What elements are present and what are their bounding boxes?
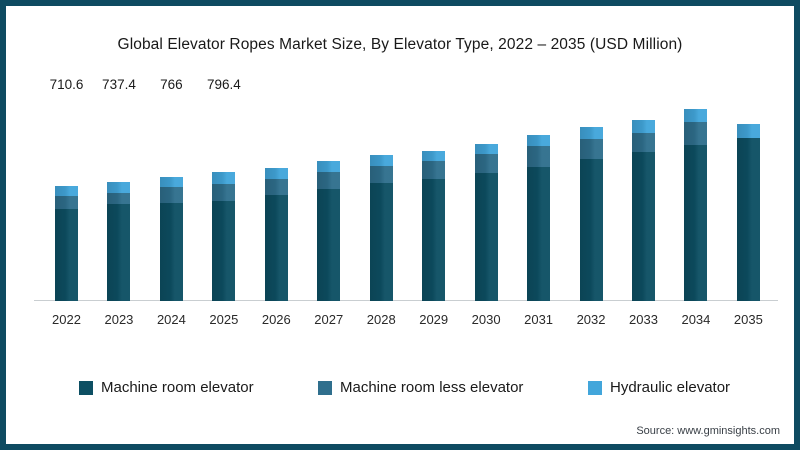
bar-segment-2022-hydraulic-elevator bbox=[55, 186, 78, 197]
legend-swatch-machine-room-less-elevator bbox=[318, 380, 332, 395]
bar-2025: 796.4 2025 bbox=[207, 77, 241, 327]
bar-segment-2023-hydraulic-elevator bbox=[107, 181, 131, 193]
x-axis-label-2033: 2033 bbox=[629, 312, 658, 327]
source-attribution: Source: www.gminsights.com bbox=[636, 425, 780, 437]
bar-segment-2034-machine-room-less-elevator bbox=[684, 122, 708, 145]
x-axis-label-2028: 2028 bbox=[366, 312, 396, 327]
bar-2030: 2030 bbox=[472, 96, 501, 327]
bar-segment-2034-machine-room-elevator bbox=[684, 144, 708, 301]
bar-segment-2028-hydraulic-elevator bbox=[369, 155, 393, 167]
bar-segment-2026-machine-room-elevator bbox=[264, 195, 288, 301]
bar-2034: 2034 bbox=[681, 96, 710, 327]
x-axis-label-2026: 2026 bbox=[261, 312, 291, 327]
bar-segment-2035-hydraulic-elevator bbox=[736, 124, 760, 139]
bar-segment-2030-hydraulic-elevator bbox=[474, 144, 498, 155]
bar-segment-2031-hydraulic-elevator bbox=[527, 135, 551, 146]
bar-segment-2029-machine-room-elevator bbox=[422, 178, 446, 301]
legend-swatch-machine-room-elevator bbox=[79, 380, 93, 395]
legend-item-machine-room-less-elevator: Machine room less elevator bbox=[318, 379, 523, 396]
bar-segment-2025-machine-room-less-elevator bbox=[212, 183, 236, 201]
bar-segment-2031-machine-room-elevator bbox=[527, 167, 551, 301]
x-axis-line bbox=[34, 300, 778, 301]
bar-segment-2023-machine-room-elevator bbox=[107, 204, 131, 301]
bar-segment-2026-hydraulic-elevator bbox=[264, 168, 288, 179]
x-axis-label-2024: 2024 bbox=[156, 312, 186, 327]
bar-2033: 2033 bbox=[629, 96, 658, 327]
bar-segment-2024-machine-room-less-elevator bbox=[159, 187, 183, 203]
bar-2027: 2027 bbox=[314, 96, 343, 327]
bar-segment-2031-machine-room-less-elevator bbox=[527, 146, 551, 167]
x-axis-label-2032: 2032 bbox=[576, 312, 606, 327]
bar-2024: 766 2024 bbox=[157, 77, 186, 327]
bar-segment-2029-hydraulic-elevator bbox=[422, 151, 446, 162]
legend-label: Machine room less elevator bbox=[340, 379, 524, 396]
legend-item-hydraulic-elevator: Hydraulic elevator bbox=[588, 379, 730, 396]
bar-2023: 737.4 2023 bbox=[102, 77, 136, 327]
x-axis-label-2034: 2034 bbox=[681, 312, 711, 327]
bar-segment-2022-machine-room-elevator bbox=[55, 209, 78, 301]
x-axis-label-2031: 2031 bbox=[524, 312, 554, 327]
bar-segment-2033-machine-room-elevator bbox=[631, 152, 655, 301]
chart-title: Global Elevator Ropes Market Size, By El… bbox=[117, 36, 683, 53]
bar-2028: 2028 bbox=[367, 96, 396, 327]
bar-segment-2027-machine-room-less-elevator bbox=[317, 172, 341, 189]
bar-segment-2029-machine-room-less-elevator bbox=[422, 161, 446, 179]
bar-2026: 2026 bbox=[262, 96, 291, 327]
x-axis-label-2027: 2027 bbox=[314, 312, 344, 327]
legend-label: Machine room elevator bbox=[101, 379, 254, 396]
x-axis-label-2023: 2023 bbox=[104, 312, 134, 327]
plot-area: 710.6 2022 737.4 2023 766 2024 796.4 2025 2026 20… bbox=[50, 77, 763, 327]
bar-value-label-2024: 766 bbox=[160, 77, 183, 92]
bar-value-label-2022: 710.6 bbox=[49, 77, 84, 92]
bar-segment-2032-machine-room-less-elevator bbox=[579, 138, 603, 160]
legend: Machine room elevator Machine room less … bbox=[6, 379, 794, 399]
bar-segment-2028-machine-room-less-elevator bbox=[369, 166, 393, 183]
bar-segment-2034-hydraulic-elevator bbox=[684, 108, 708, 123]
bar-segment-2024-machine-room-elevator bbox=[159, 202, 183, 301]
bar-segment-2033-hydraulic-elevator bbox=[631, 120, 655, 134]
bar-segment-2032-hydraulic-elevator bbox=[579, 127, 603, 139]
bar-2029: 2029 bbox=[419, 96, 448, 327]
bar-2022: 710.6 2022 bbox=[50, 77, 84, 327]
bar-value-label-2023: 737.4 bbox=[102, 77, 136, 92]
x-axis-label-2022: 2022 bbox=[52, 312, 81, 327]
bar-segment-2030-machine-room-elevator bbox=[474, 172, 498, 301]
bar-segment-2025-hydraulic-elevator bbox=[212, 172, 236, 184]
x-axis-label-2025: 2025 bbox=[209, 312, 239, 327]
bar-segment-2022-machine-room-less-elevator bbox=[55, 196, 78, 209]
x-axis-label-2030: 2030 bbox=[471, 312, 501, 327]
bar-segment-2032-machine-room-elevator bbox=[579, 159, 603, 301]
bar-2031: 2031 bbox=[524, 96, 553, 327]
bar-segment-2035-machine-room-elevator bbox=[736, 138, 760, 301]
legend-swatch-hydraulic-elevator bbox=[588, 380, 602, 395]
bar-segment-2026-machine-room-less-elevator bbox=[264, 179, 288, 195]
bar-segment-2030-machine-room-less-elevator bbox=[474, 154, 498, 173]
x-axis-label-2029: 2029 bbox=[419, 312, 449, 327]
legend-label: Hydraulic elevator bbox=[610, 379, 731, 396]
bar-2035: 2035 bbox=[734, 96, 763, 327]
bar-segment-2028-machine-room-elevator bbox=[369, 182, 393, 301]
bar-segment-2027-machine-room-elevator bbox=[317, 188, 341, 301]
bar-segment-2027-hydraulic-elevator bbox=[317, 161, 341, 173]
x-axis-label-2035: 2035 bbox=[733, 312, 763, 327]
bar-2032: 2032 bbox=[577, 96, 605, 327]
bar-segment-2025-machine-room-elevator bbox=[212, 200, 236, 301]
bar-segment-2024-hydraulic-elevator bbox=[159, 177, 183, 188]
legend-item-machine-room-elevator: Machine room elevator bbox=[79, 379, 254, 396]
bar-segment-2033-machine-room-less-elevator bbox=[631, 133, 655, 152]
bar-value-label-2025: 796.4 bbox=[206, 77, 241, 92]
bar-segment-2023-machine-room-less-elevator bbox=[107, 192, 131, 205]
